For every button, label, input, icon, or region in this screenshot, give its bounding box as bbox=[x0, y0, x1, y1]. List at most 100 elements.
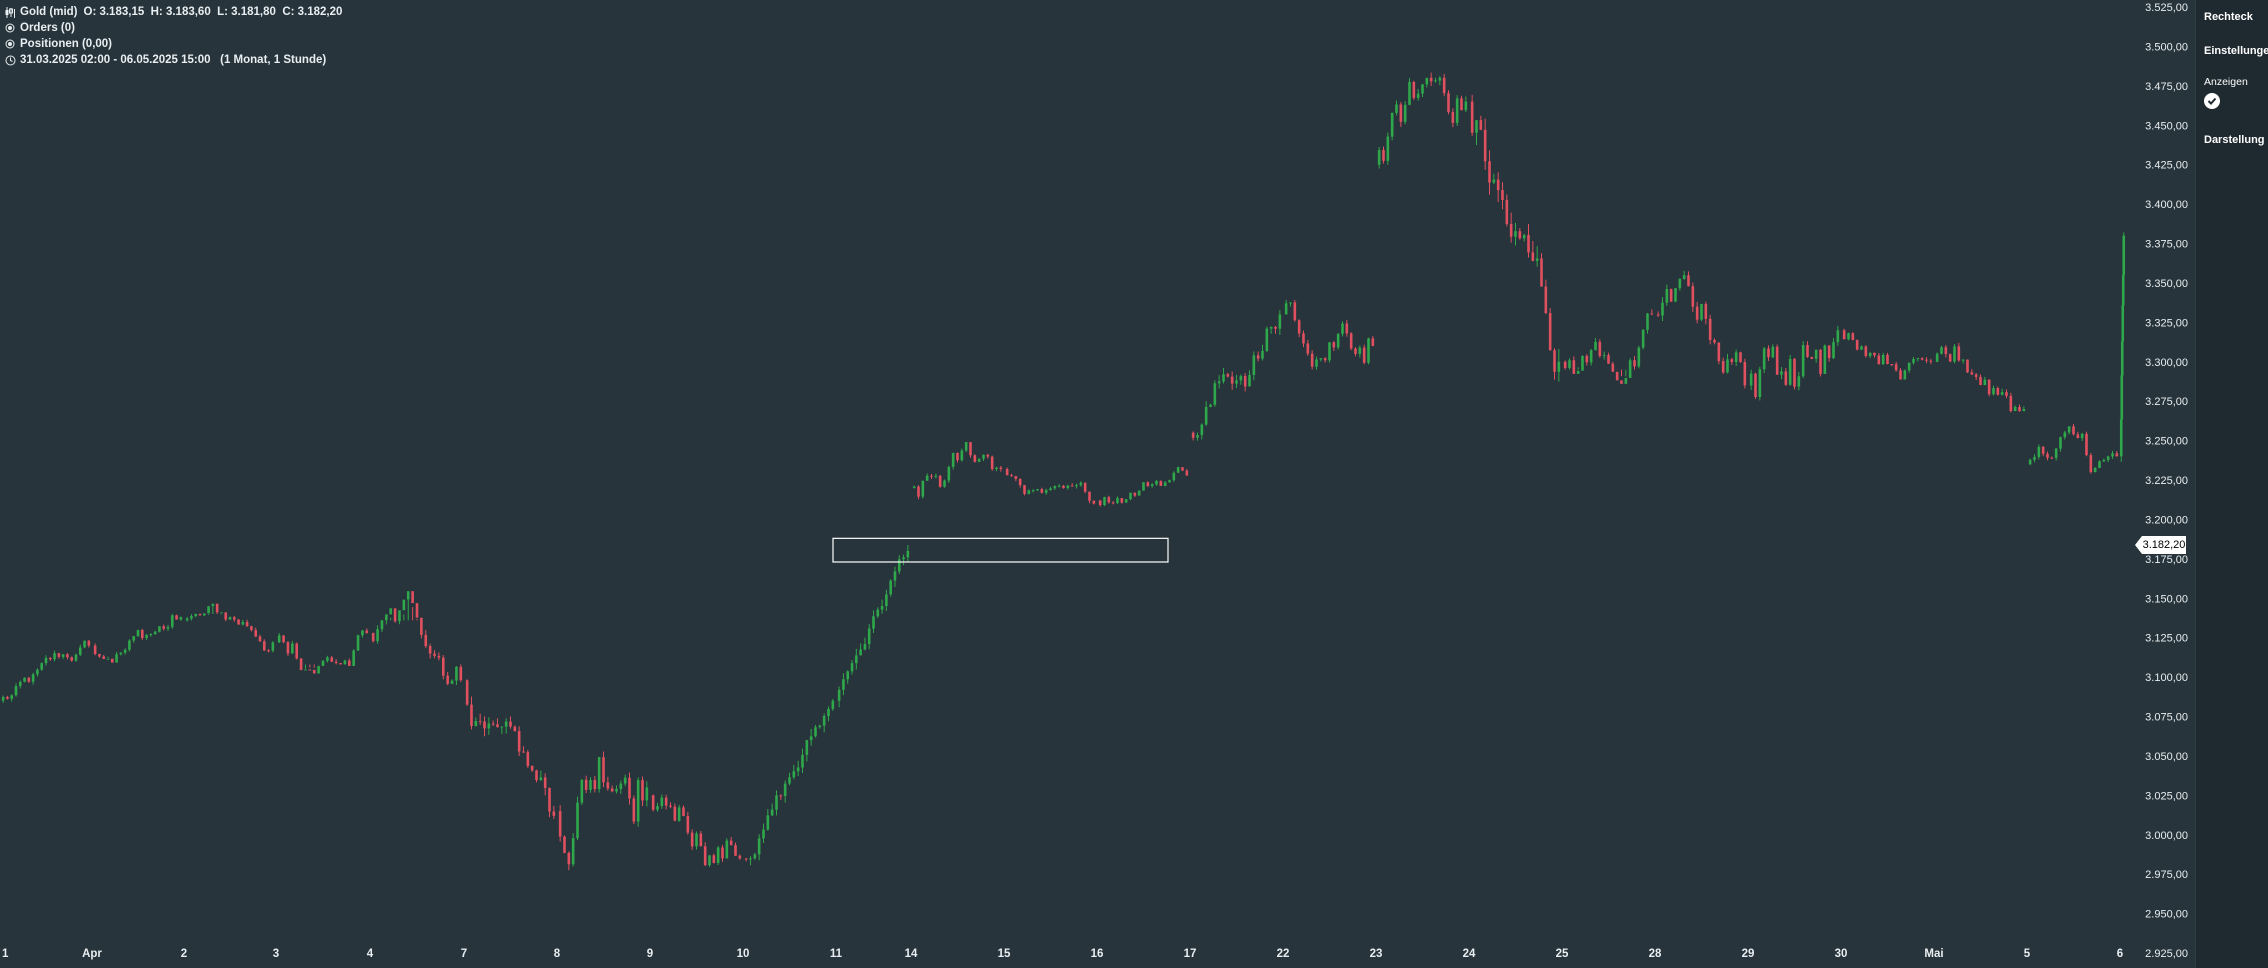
candle-body bbox=[1847, 333, 1850, 340]
candle-body bbox=[827, 708, 830, 717]
candle-body bbox=[863, 643, 867, 650]
candle-body bbox=[1103, 497, 1106, 506]
candle-body bbox=[1501, 190, 1504, 200]
candle-body bbox=[571, 838, 575, 865]
candle-body bbox=[1341, 323, 1344, 334]
candle-body bbox=[83, 640, 86, 648]
candle-body bbox=[1256, 355, 1260, 359]
candle-body bbox=[424, 634, 428, 647]
candle-body bbox=[393, 608, 397, 622]
candle-body bbox=[1633, 360, 1636, 367]
candle-body bbox=[2111, 453, 2114, 457]
candle-body bbox=[1057, 485, 1061, 487]
candle-body bbox=[267, 650, 270, 652]
candle-body bbox=[40, 663, 44, 670]
candle-body bbox=[1235, 380, 1238, 384]
candle-body bbox=[1323, 358, 1327, 361]
candle-body bbox=[1974, 374, 1978, 377]
candle-body bbox=[686, 816, 690, 833]
candle-body bbox=[677, 807, 681, 821]
candles-layer bbox=[1, 72, 2126, 871]
candle-body bbox=[232, 617, 236, 620]
candle-body bbox=[1611, 363, 1615, 372]
chart-info-panel: Gold (mid) O: 3.183,15 H: 3.183,60 L: 3.… bbox=[4, 4, 342, 68]
candle-body bbox=[943, 480, 946, 487]
candle-body bbox=[1771, 346, 1775, 358]
candle-body bbox=[703, 846, 707, 866]
candle-body bbox=[106, 658, 110, 660]
range-row[interactable]: 31.03.2025 02:00 - 06.05.2025 15:00 (1 M… bbox=[4, 52, 342, 68]
candle-body bbox=[365, 630, 369, 633]
instrument-row[interactable]: Gold (mid) O: 3.183,15 H: 3.183,60 L: 3.… bbox=[4, 4, 342, 20]
candle-body bbox=[906, 550, 910, 558]
orders-row[interactable]: Orders (0) bbox=[4, 20, 342, 36]
appearance-tab[interactable]: Darstellung bbox=[2204, 134, 2265, 146]
y-tick-label: 2.975,00 bbox=[2145, 869, 2188, 881]
candle-body bbox=[491, 723, 495, 725]
show-toggle[interactable] bbox=[2204, 93, 2220, 109]
x-tick-label: 17 bbox=[1184, 948, 1197, 960]
candle-body bbox=[53, 653, 56, 660]
candle-body bbox=[2046, 453, 2049, 458]
time-axis[interactable]: 1 Apr 2 3 4 7 8 9 10 11 14 15 16 17 22 23 24 25 28 29 30 Mai 5… bbox=[2, 948, 2123, 960]
candle-body bbox=[734, 845, 737, 856]
candle-body bbox=[1496, 179, 1500, 191]
candle-body bbox=[762, 829, 765, 839]
candle-body bbox=[651, 795, 655, 810]
candle-body bbox=[880, 606, 884, 610]
candle-body bbox=[982, 454, 985, 459]
candle-body bbox=[610, 788, 614, 792]
candle-body bbox=[286, 642, 290, 654]
candle-body bbox=[1395, 104, 1398, 113]
candle-body bbox=[1864, 346, 1868, 357]
candle-body bbox=[207, 606, 210, 614]
candle-body bbox=[1780, 371, 1783, 375]
candle-body bbox=[977, 458, 981, 462]
candle-body bbox=[27, 677, 31, 682]
candle-body bbox=[995, 467, 998, 470]
candle-body bbox=[241, 622, 245, 625]
candle-body bbox=[1544, 286, 1548, 314]
positions-row[interactable]: Positionen (0,00) bbox=[4, 36, 342, 52]
y-tick-label: 3.025,00 bbox=[2145, 790, 2188, 802]
candle-body bbox=[1053, 486, 1057, 489]
candle-body bbox=[1010, 475, 1013, 477]
candle-body bbox=[584, 779, 588, 790]
candle-body bbox=[1979, 376, 1982, 386]
price-axis[interactable]: 2.925,00 2.950,00 2.975,00 3.000,00 3.025,00… bbox=[2145, 2, 2188, 960]
candle-body bbox=[1589, 350, 1593, 363]
candle-body bbox=[990, 456, 994, 470]
annotation-rectangle[interactable] bbox=[832, 537, 1169, 563]
candle-body bbox=[1961, 359, 1965, 361]
candle-body bbox=[682, 807, 685, 817]
candle-body bbox=[930, 475, 933, 477]
y-tick-label: 3.200,00 bbox=[2145, 514, 2188, 526]
y-tick-label: 3.425,00 bbox=[2145, 160, 2188, 172]
candle-body bbox=[1200, 424, 1204, 435]
candle-body bbox=[951, 452, 955, 467]
candle-body bbox=[1434, 80, 1437, 82]
candle-body bbox=[1851, 333, 1855, 341]
candle-body bbox=[1429, 77, 1433, 82]
candle-body bbox=[1691, 286, 1695, 307]
candle-body bbox=[766, 815, 770, 830]
candle-body bbox=[441, 657, 445, 676]
candle-body bbox=[1730, 359, 1734, 363]
candle-body bbox=[291, 643, 294, 654]
candle-body bbox=[1483, 129, 1487, 162]
candle-body bbox=[1509, 223, 1513, 237]
candle-body bbox=[1700, 303, 1703, 320]
candlestick-chart[interactable]: 2.925,00 2.950,00 2.975,00 3.000,00 3.025,00… bbox=[0, 0, 2195, 968]
settings-tab[interactable]: Einstellungen bbox=[2204, 45, 2268, 57]
candle-body bbox=[2119, 419, 2123, 457]
candle-body bbox=[801, 754, 804, 768]
annotation-layer[interactable] bbox=[832, 537, 1169, 563]
candle-body bbox=[1877, 355, 1881, 365]
candle-body bbox=[1576, 370, 1580, 374]
candle-body bbox=[145, 634, 148, 639]
candle-body bbox=[535, 770, 538, 781]
candle-body bbox=[1518, 231, 1522, 239]
candle-body bbox=[352, 650, 355, 666]
candle-body bbox=[867, 628, 871, 644]
candle-body bbox=[437, 655, 441, 658]
